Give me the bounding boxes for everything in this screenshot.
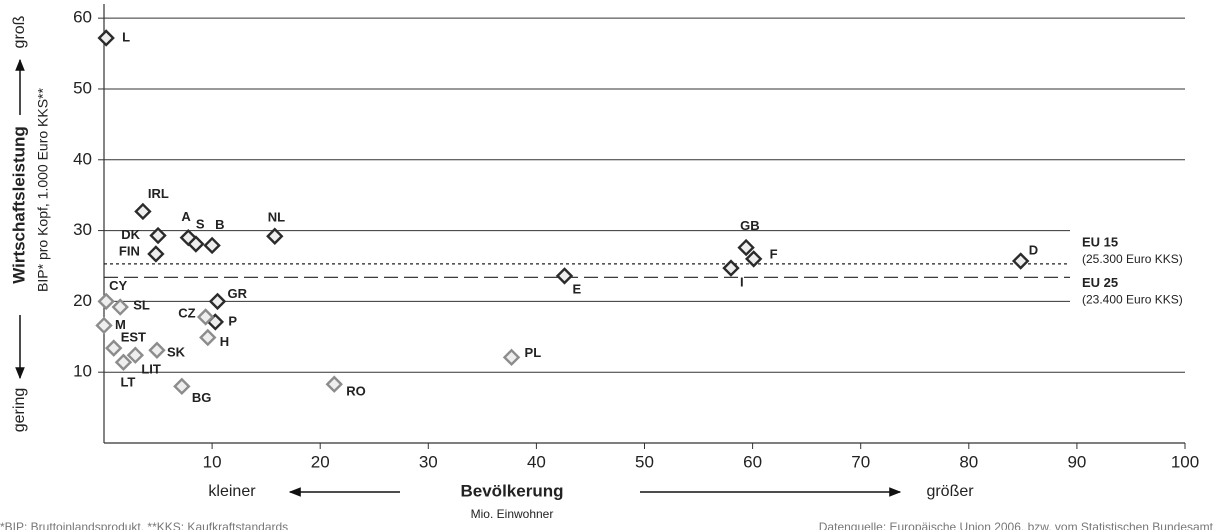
point xyxy=(187,235,205,253)
point-label: LT xyxy=(120,375,135,390)
point-label: NL xyxy=(268,210,285,225)
point-label: PL xyxy=(525,345,542,360)
x-tick-label: 60 xyxy=(743,452,762,471)
x-tick-label: 100 xyxy=(1171,452,1199,471)
point xyxy=(105,339,123,357)
point xyxy=(114,353,133,371)
point-label: BG xyxy=(192,390,212,405)
point xyxy=(97,29,115,47)
point xyxy=(744,250,763,268)
point xyxy=(147,245,165,263)
x-tick-label: 90 xyxy=(1067,452,1086,471)
x-label-right: größer xyxy=(926,483,974,500)
x-tick-label: 80 xyxy=(959,452,978,471)
point-label: I xyxy=(740,275,744,290)
point-label: FIN xyxy=(119,243,140,258)
point-label: M xyxy=(115,317,126,332)
reference-sublabel: (23.400 Euro KKS) xyxy=(1082,292,1183,306)
point-label: GR xyxy=(228,286,248,301)
point-label: SK xyxy=(167,345,186,360)
point xyxy=(111,298,129,316)
point-label: P xyxy=(228,313,237,328)
footnote: *BIP: Bruttoinlandsprodukt, **KKS: Kaufk… xyxy=(0,520,288,530)
point xyxy=(97,292,115,311)
y-tick-label: 40 xyxy=(73,149,92,168)
point xyxy=(325,375,343,393)
y-label-high: groß xyxy=(11,15,28,48)
point xyxy=(149,226,167,245)
reference-label: EU 15 xyxy=(1082,234,1118,249)
point xyxy=(95,316,113,335)
point xyxy=(1011,252,1030,270)
point-label: S xyxy=(196,216,205,231)
point-label: RO xyxy=(346,384,366,399)
point xyxy=(148,341,166,359)
y-label-group: gering Wirtschaftsleistung groß xyxy=(9,15,28,432)
point xyxy=(266,227,284,245)
point xyxy=(208,292,227,311)
x-tick-label: 40 xyxy=(527,452,546,471)
point xyxy=(555,267,574,285)
y-unit: BIP* pro Kopf, 1.000 Euro KKS** xyxy=(35,87,51,291)
point-label: B xyxy=(215,217,224,232)
point xyxy=(203,236,221,255)
point xyxy=(199,328,217,347)
point-label: A xyxy=(181,209,191,224)
point xyxy=(173,377,191,396)
point-label: H xyxy=(220,334,229,349)
x-label-left: kleiner xyxy=(208,483,256,500)
point-label: GB xyxy=(740,218,760,233)
x-tick-label: 10 xyxy=(203,452,222,471)
x-tick-label: 50 xyxy=(635,452,654,471)
y-tick-label: 60 xyxy=(73,8,92,27)
reference-label: EU 25 xyxy=(1082,275,1118,290)
y-tick-label: 20 xyxy=(73,291,92,310)
source: Datenquelle: Europäische Union 2006, bzw… xyxy=(819,520,1213,530)
point xyxy=(737,238,755,257)
point-label: LIT xyxy=(141,362,161,377)
x-label: Bevölkerung xyxy=(461,481,564,500)
point xyxy=(196,308,215,326)
point-label: CY xyxy=(109,278,127,293)
point-label: CZ xyxy=(178,305,195,320)
point-label: DK xyxy=(121,227,140,242)
point-label: EST xyxy=(121,330,146,345)
point-label: L xyxy=(122,29,130,44)
y-tick-label: 50 xyxy=(73,78,92,97)
y-label-low: gering xyxy=(11,388,28,432)
reference-sublabel: (25.300 Euro KKS) xyxy=(1082,252,1183,266)
point xyxy=(502,348,521,367)
x-tick-label: 70 xyxy=(851,452,870,471)
point-label: E xyxy=(573,281,582,296)
point-label: D xyxy=(1029,242,1038,257)
point-label: F xyxy=(770,246,778,261)
y-tick-label: 30 xyxy=(73,220,92,239)
point xyxy=(134,202,152,221)
point-label: SL xyxy=(133,297,150,312)
point xyxy=(722,259,740,277)
y-label: Wirtschaftsleistung xyxy=(9,126,28,284)
x-tick-label: 30 xyxy=(419,452,438,471)
x-tick-label: 20 xyxy=(311,452,330,471)
point-label: IRL xyxy=(148,186,169,201)
point xyxy=(126,346,145,364)
y-tick-label: 10 xyxy=(73,362,92,381)
x-unit: Mio. Einwohner xyxy=(471,507,554,521)
